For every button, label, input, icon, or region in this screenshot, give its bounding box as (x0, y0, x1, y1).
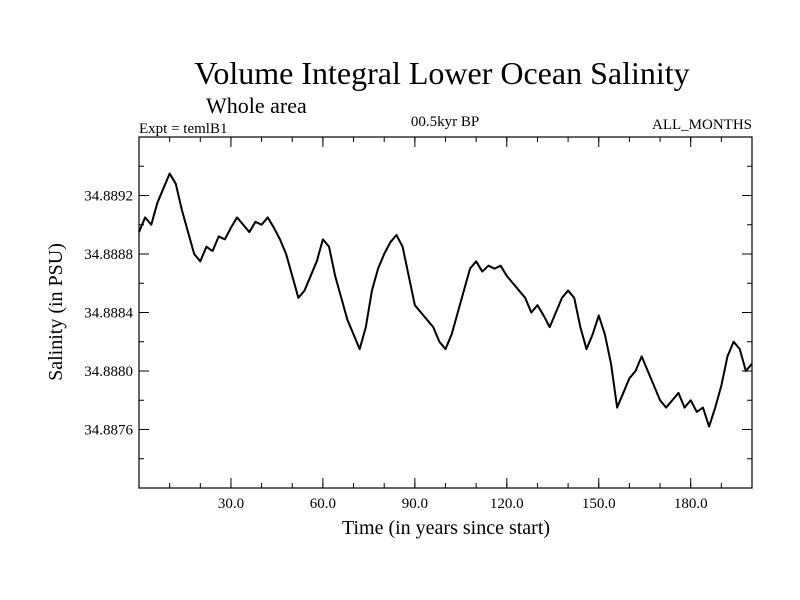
x-tick-label: 150.0 (582, 496, 616, 512)
x-tick-label: 90.0 (402, 496, 428, 512)
x-tick-label: 30.0 (218, 496, 244, 512)
x-tick-label: 60.0 (310, 496, 336, 512)
period-label: 00.5kyr BP (411, 114, 479, 130)
y-tick-label: 34.8884 (84, 306, 133, 322)
y-tick-label: 34.8880 (84, 364, 133, 380)
chart-subtitle: Whole area (206, 93, 307, 118)
salinity-series-line (138, 172, 753, 428)
y-axis-label: Salinity (in PSU) (45, 243, 67, 381)
x-tick-label: 180.0 (674, 496, 708, 512)
tick-labels: 30.0 60.0 90.0 120.0 150.0 180.0 34.8876 34.888… (84, 189, 707, 513)
x-tick-label: 120.0 (490, 496, 524, 512)
plot-area-frame (138, 136, 753, 489)
months-label: ALL_MONTHS (652, 117, 752, 133)
axis-ticks (139, 137, 752, 488)
x-axis-label: Time (in years since start) (342, 517, 550, 539)
chart-title: Volume Integral Lower Ocean Salinity (194, 55, 689, 91)
y-tick-label: 34.8888 (84, 247, 133, 263)
y-tick-label: 34.8892 (84, 189, 133, 205)
y-tick-label: 34.8876 (84, 423, 133, 439)
experiment-label: Expt = temlB1 (139, 121, 227, 137)
